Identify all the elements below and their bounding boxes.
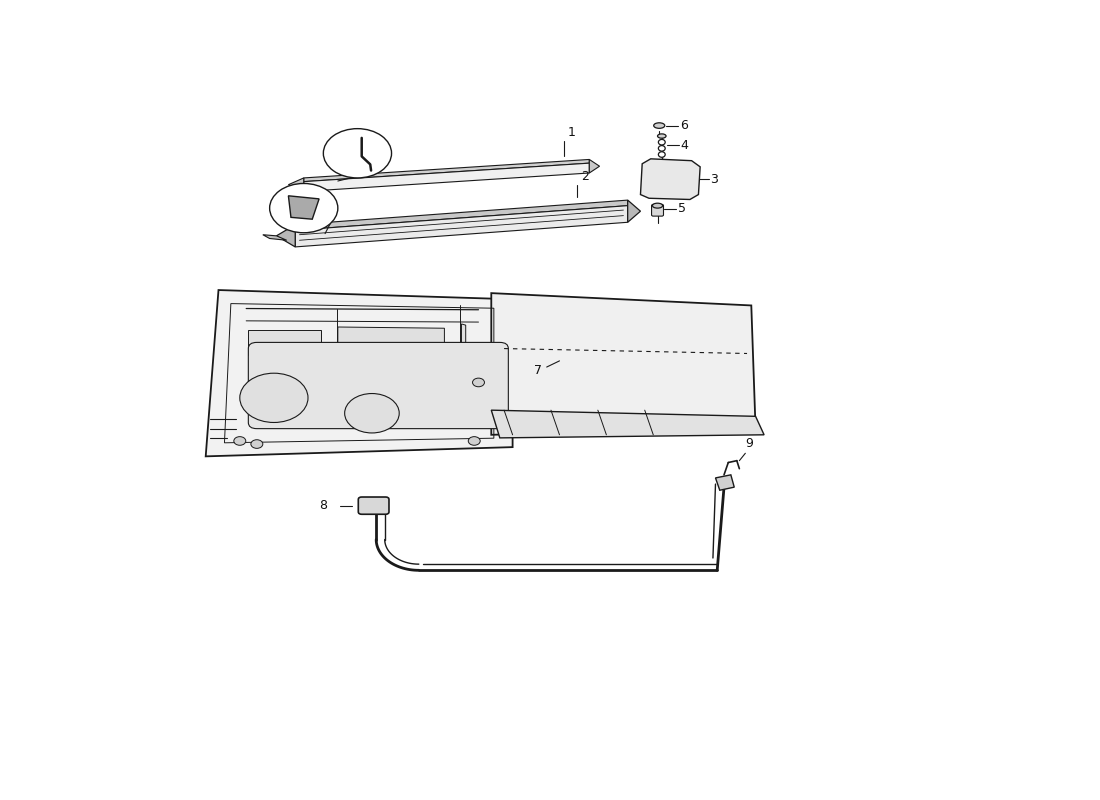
Text: 1: 1 xyxy=(568,126,576,139)
Polygon shape xyxy=(295,200,628,230)
Text: 7: 7 xyxy=(535,364,542,377)
Ellipse shape xyxy=(659,146,666,151)
Polygon shape xyxy=(249,330,321,354)
Circle shape xyxy=(344,394,399,433)
Circle shape xyxy=(469,437,481,446)
Polygon shape xyxy=(715,475,735,490)
Text: 6: 6 xyxy=(680,119,688,132)
Polygon shape xyxy=(492,293,756,435)
Polygon shape xyxy=(304,163,590,191)
Text: 9: 9 xyxy=(746,437,754,450)
Polygon shape xyxy=(295,206,628,247)
Text: 2: 2 xyxy=(581,170,589,183)
Polygon shape xyxy=(590,159,600,173)
Circle shape xyxy=(473,378,484,386)
Polygon shape xyxy=(338,327,444,356)
FancyBboxPatch shape xyxy=(651,205,663,216)
Text: 3: 3 xyxy=(711,173,718,186)
Polygon shape xyxy=(288,178,304,191)
Ellipse shape xyxy=(659,139,666,145)
Polygon shape xyxy=(628,200,640,222)
Ellipse shape xyxy=(652,203,662,208)
Polygon shape xyxy=(276,225,295,247)
Circle shape xyxy=(251,440,263,448)
Text: 4: 4 xyxy=(681,138,689,152)
Circle shape xyxy=(234,437,245,446)
Polygon shape xyxy=(462,324,465,353)
Circle shape xyxy=(270,183,338,233)
Text: 8: 8 xyxy=(319,499,327,512)
Ellipse shape xyxy=(653,122,664,128)
Polygon shape xyxy=(492,410,764,438)
Polygon shape xyxy=(304,159,590,182)
Ellipse shape xyxy=(659,152,666,158)
Polygon shape xyxy=(640,159,700,199)
Polygon shape xyxy=(206,290,513,456)
Circle shape xyxy=(240,373,308,422)
FancyBboxPatch shape xyxy=(249,342,508,429)
Ellipse shape xyxy=(658,134,667,138)
Polygon shape xyxy=(288,196,319,219)
FancyBboxPatch shape xyxy=(359,497,389,514)
Polygon shape xyxy=(263,234,287,240)
Circle shape xyxy=(323,129,392,178)
Text: 5: 5 xyxy=(678,202,686,215)
